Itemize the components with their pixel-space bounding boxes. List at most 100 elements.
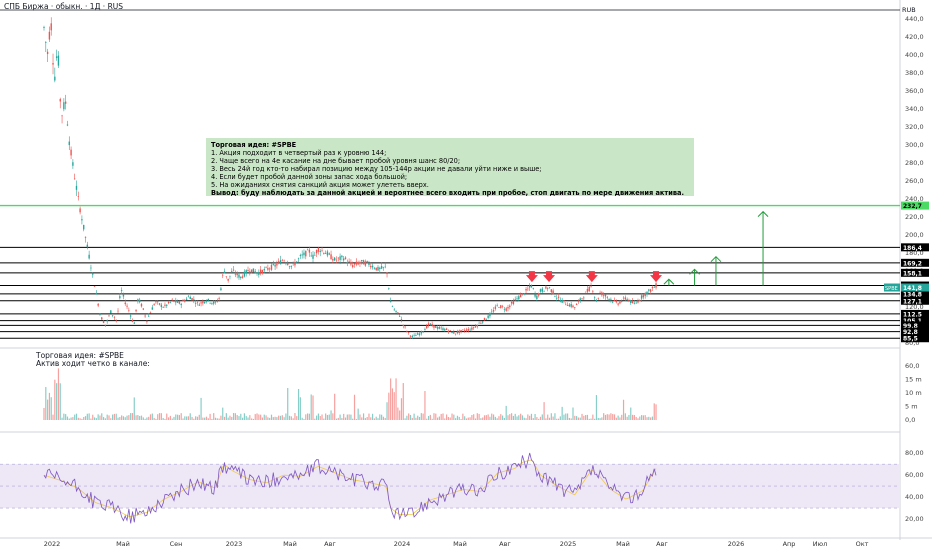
time-axis-tick: 2024 <box>394 540 411 548</box>
volume-bar <box>164 418 166 420</box>
volume-bar <box>368 413 370 420</box>
volume-bar <box>216 418 218 420</box>
candle-body <box>637 300 639 303</box>
volume-bar <box>371 413 374 420</box>
volume-bar <box>563 414 565 420</box>
candle-body <box>243 271 246 277</box>
candle-body <box>175 300 177 303</box>
volume-bar <box>483 415 486 420</box>
volume-bar <box>227 417 229 420</box>
volume-bar <box>211 418 213 420</box>
candle-body <box>639 300 641 302</box>
volume-bar <box>63 413 65 420</box>
volume-bar <box>539 416 542 420</box>
level-price-label: 134,8 <box>903 291 922 298</box>
candle-body <box>315 249 318 254</box>
volume-bar <box>187 416 190 420</box>
candle-body <box>534 294 536 297</box>
candle-body <box>427 323 430 326</box>
volume-bar <box>552 416 554 420</box>
volume-bar <box>146 417 148 420</box>
volume-bar <box>139 415 141 420</box>
volume-bar <box>56 383 58 420</box>
candle-body <box>326 251 329 256</box>
volume-bar <box>458 416 460 420</box>
volume-bar <box>225 413 227 420</box>
volume-bar <box>527 414 529 420</box>
volume-bar <box>630 407 632 420</box>
volume-bar <box>303 418 305 420</box>
volume-bar <box>135 415 137 420</box>
volume-bar <box>171 418 173 420</box>
volume-bar <box>650 417 652 420</box>
candle-body <box>388 288 390 289</box>
volume-bar <box>75 413 78 420</box>
candle-body <box>509 305 511 308</box>
level-price-tag <box>901 289 929 298</box>
candle-body <box>400 319 403 321</box>
candle-body <box>444 329 446 331</box>
symbol-header[interactable]: СПБ Биржа · обыкн. · 1Д · RUS <box>4 2 124 11</box>
candle-body <box>142 308 144 310</box>
volume-bar <box>189 413 191 420</box>
volume-bar <box>66 416 69 420</box>
volume-bar <box>184 416 186 420</box>
volume-bar <box>655 404 657 420</box>
volume-bar <box>245 416 247 420</box>
candle-body <box>104 324 107 326</box>
volume-bar <box>595 395 598 420</box>
volume-bar <box>599 418 601 420</box>
candle-body <box>267 267 269 270</box>
volume-bar <box>213 413 215 420</box>
volume-bar <box>617 415 619 420</box>
volume-bar <box>395 378 397 420</box>
volume-bar <box>240 413 242 420</box>
candle-body <box>305 250 307 257</box>
candle-body <box>238 274 240 278</box>
volume-bar <box>269 417 271 420</box>
volume-bar <box>287 387 289 420</box>
candle-body <box>222 274 224 276</box>
volume-bar <box>47 399 49 420</box>
candle-body <box>281 260 284 262</box>
up-arrow-head-icon <box>757 210 769 217</box>
candle-body <box>648 289 650 291</box>
volume-bar <box>52 414 54 420</box>
time-axis-tick: Май <box>616 540 630 548</box>
volume-bar <box>99 415 101 420</box>
candle-body <box>646 291 648 295</box>
volume-bar <box>592 414 594 420</box>
level-price-tag <box>901 309 929 318</box>
candle-body <box>436 326 439 329</box>
volume-bar <box>612 414 614 420</box>
down-arrow-icon <box>543 271 556 283</box>
candle-body <box>601 292 603 296</box>
volume-bar <box>84 416 87 420</box>
volume-bar <box>299 397 301 420</box>
candle-body <box>64 101 67 104</box>
candle-body <box>472 327 475 329</box>
volume-bar <box>550 413 552 420</box>
candle-body <box>278 261 280 262</box>
candle-body <box>166 304 168 306</box>
candle-body <box>460 329 462 332</box>
candle-body <box>335 259 338 261</box>
candle-body <box>84 236 87 238</box>
candle-body <box>240 276 242 279</box>
level-price-label: 112,5 <box>903 311 922 318</box>
price-axis-tick: 300,0 <box>905 141 924 149</box>
volume-bar <box>241 417 244 420</box>
volume-bar <box>505 405 507 420</box>
volume-bar <box>243 413 246 420</box>
candle-body <box>198 304 200 306</box>
candle-body <box>527 288 529 290</box>
volume-bar <box>440 413 442 420</box>
rsi-axis-tick: 80,00 <box>905 449 924 457</box>
volume-bar <box>283 417 285 420</box>
sub-note-line: Актив ходит четко в канале: <box>36 359 150 368</box>
volume-bar <box>357 408 359 420</box>
currency-label[interactable]: RUB <box>902 6 916 14</box>
candle-body <box>467 328 469 331</box>
candle-body <box>597 297 599 299</box>
